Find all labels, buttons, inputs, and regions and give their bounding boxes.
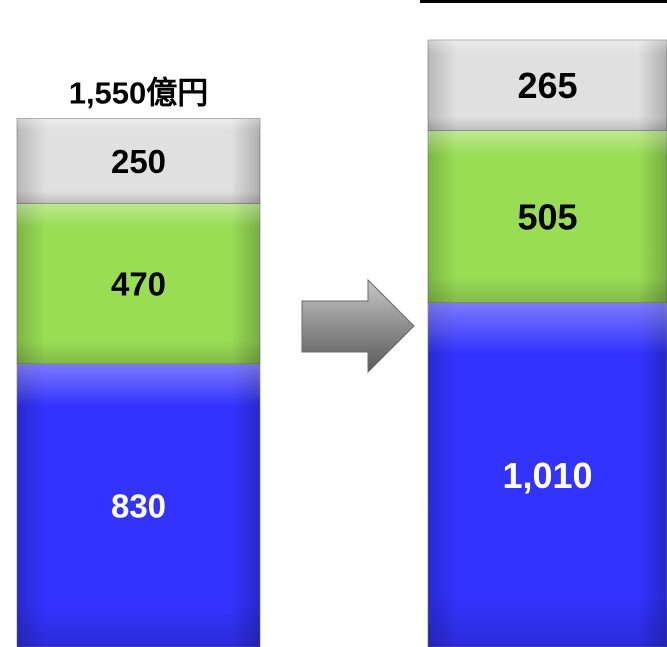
data-label: 1,010 (502, 455, 592, 496)
bar-segment (16, 118, 261, 204)
data-label: 250 (111, 143, 166, 180)
data-label: 505 (517, 196, 577, 237)
bar-segment (427, 302, 667, 647)
bar-segment (16, 203, 261, 365)
data-label: 830 (111, 487, 166, 524)
data-label: 265 (517, 65, 577, 106)
total-label: 1,550億円 (69, 75, 209, 110)
right-arrow-icon (301, 278, 415, 374)
bar-segment (16, 363, 261, 647)
data-label: 470 (111, 266, 166, 303)
bar-segment (427, 130, 667, 303)
bar-segment (427, 39, 667, 131)
